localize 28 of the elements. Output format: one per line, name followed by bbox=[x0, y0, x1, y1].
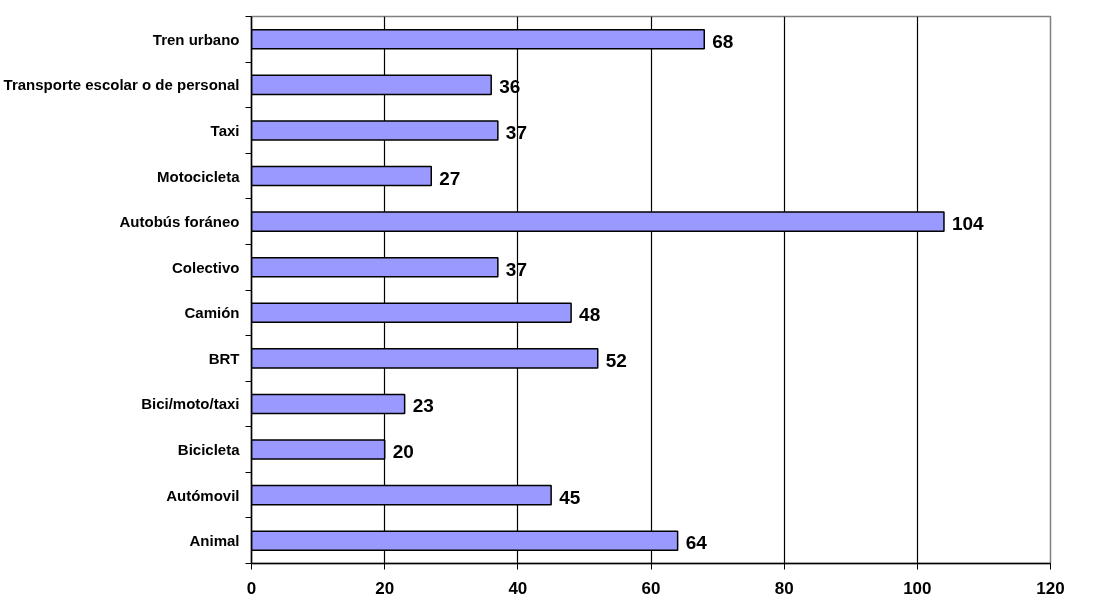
data-label: 52 bbox=[605, 349, 627, 371]
data-label: 20 bbox=[392, 441, 414, 463]
x-tick-label: 60 bbox=[641, 578, 661, 598]
y-tick-label: Autobús foráneo bbox=[119, 213, 240, 231]
x-tick-label: 80 bbox=[774, 578, 794, 598]
y-tick-label: Bici/moto/taxi bbox=[141, 395, 240, 413]
x-tick-label: 100 bbox=[903, 578, 932, 598]
data-label: 48 bbox=[579, 304, 601, 326]
data-label: 64 bbox=[685, 532, 708, 554]
data-label: 23 bbox=[412, 395, 434, 417]
y-tick-label: Camión bbox=[184, 304, 240, 322]
x-tick-label: 20 bbox=[375, 578, 395, 598]
y-tick-label: Transporte escolar o de personal bbox=[3, 76, 240, 94]
data-label: 68 bbox=[712, 30, 734, 52]
data-label: 104 bbox=[951, 213, 985, 235]
data-label: 27 bbox=[439, 167, 461, 189]
y-tick-label: Tren urbano bbox=[152, 30, 240, 48]
y-tick-label: Autómovil bbox=[166, 486, 240, 504]
y-tick-label: Animal bbox=[189, 532, 240, 550]
y-tick-label: Bicicleta bbox=[177, 441, 241, 459]
y-tick-label: Motocicleta bbox=[156, 167, 241, 185]
x-tick-label: 40 bbox=[508, 578, 528, 598]
x-tick-label: 0 bbox=[246, 578, 257, 598]
y-tick-label: Taxi bbox=[210, 121, 240, 139]
x-tick-label: 120 bbox=[1036, 578, 1065, 598]
data-label: 45 bbox=[559, 486, 581, 508]
y-tick-label: BRT bbox=[208, 349, 240, 367]
y-tick-label: Colectivo bbox=[171, 258, 240, 276]
